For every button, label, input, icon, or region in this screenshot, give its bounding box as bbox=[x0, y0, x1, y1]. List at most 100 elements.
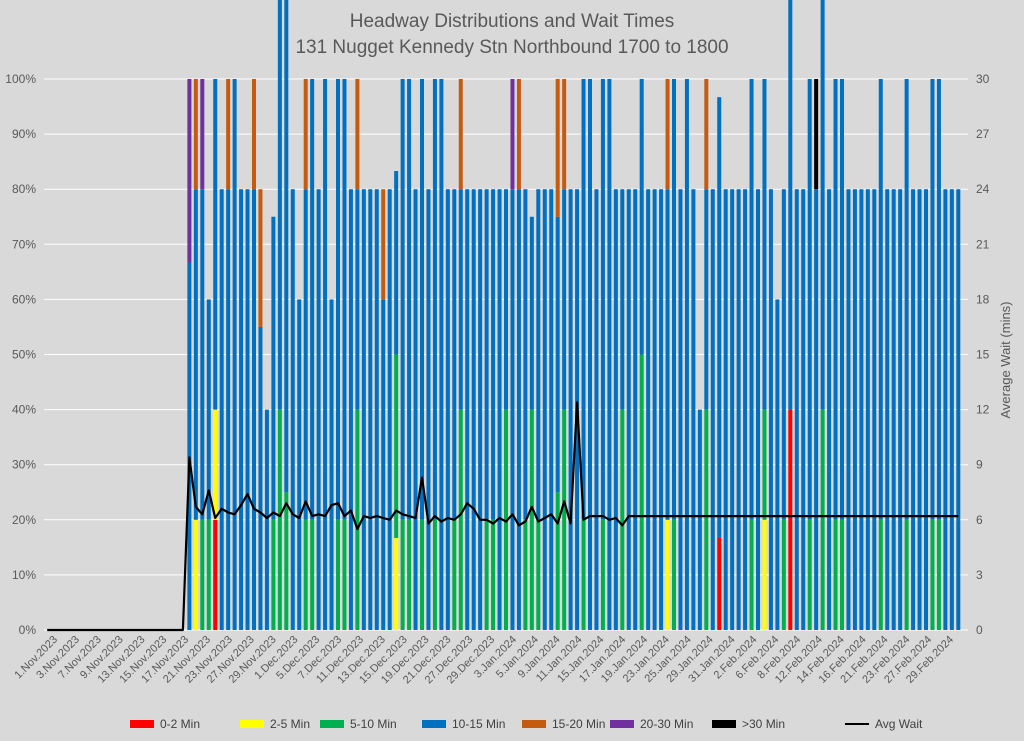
bar-segment-5-10-min bbox=[555, 492, 560, 630]
left-axis-tick-label: 30% bbox=[12, 458, 36, 472]
bar-segment-10-15-min bbox=[704, 189, 709, 410]
bar-segment-5-10-min bbox=[620, 409, 625, 630]
bar-segment-5-10-min bbox=[878, 519, 883, 630]
bar-segment-5-10-min bbox=[600, 519, 605, 630]
bar-segment-10-15-min bbox=[723, 189, 728, 630]
bar-segment-10-15-min bbox=[911, 189, 916, 630]
bar-segment-10-15-min bbox=[400, 79, 405, 520]
bar-segment-10-15-min bbox=[885, 189, 890, 630]
bar-segment-10-15-min bbox=[219, 189, 224, 630]
right-axis-tick-label: 3 bbox=[976, 568, 983, 582]
bar-segment-10-15-min bbox=[355, 189, 360, 410]
bar-segment-10-15-min bbox=[949, 189, 954, 630]
bar-segment-10-15-min bbox=[917, 189, 922, 630]
bar-segment-15-20-min bbox=[303, 79, 308, 190]
bar-segment-10-15-min bbox=[452, 189, 457, 520]
bar-segment-10-15-min bbox=[529, 216, 534, 410]
right-axis-tick-label: 18 bbox=[976, 292, 990, 306]
bar-segment-5-10-min bbox=[491, 519, 496, 630]
bar-segment-10-15-min bbox=[510, 189, 515, 630]
bar-segment-2-5-min bbox=[665, 519, 670, 630]
bar-segment-10-15-min bbox=[290, 189, 295, 630]
bar-segment-20-30-min bbox=[510, 79, 515, 190]
bar-segment-2-5-min bbox=[762, 519, 767, 630]
bar-segment-5-10-min bbox=[355, 409, 360, 630]
bar-segment-5-10-min bbox=[581, 519, 586, 630]
left-axis-tick-label: 40% bbox=[12, 403, 36, 417]
bar-segment-5-10-min bbox=[407, 519, 412, 630]
bar-segment-10-15-min bbox=[859, 189, 864, 630]
bar-segment-10-15-min bbox=[303, 189, 308, 520]
bar-segment-5-10-min bbox=[400, 519, 405, 630]
bar-segment-10-15-min bbox=[865, 189, 870, 630]
bar-segment-10-15-min bbox=[284, 0, 289, 493]
bar-segment-10-15-min bbox=[213, 79, 218, 410]
bar-segment-5-10-min bbox=[936, 519, 941, 630]
bar-segment-15-20-min bbox=[665, 79, 670, 190]
left-axis-tick-label: 20% bbox=[12, 513, 36, 527]
bar-segment-10-15-min bbox=[458, 189, 463, 410]
bar-segment-10-15-min bbox=[730, 189, 735, 630]
left-axis-tick-label: 80% bbox=[12, 182, 36, 196]
bar-segment-10-15-min bbox=[555, 216, 560, 493]
bars bbox=[187, 0, 961, 630]
bar-segment-5-10-min bbox=[503, 409, 509, 630]
legend-swatch bbox=[522, 720, 546, 728]
bar-segment-10-15-min bbox=[898, 189, 903, 630]
bar-segment-10-15-min bbox=[652, 189, 657, 630]
bar-segment-15-20-min bbox=[226, 79, 231, 190]
bar-segment-10-15-min bbox=[419, 79, 425, 520]
bar-segment-5-10-min bbox=[484, 519, 489, 630]
bar-segment-10-15-min bbox=[536, 189, 541, 520]
bar-segment-10-15-min bbox=[872, 189, 877, 630]
bar-segment-5-10-min bbox=[807, 519, 812, 630]
bar-segment-10-15-min bbox=[807, 79, 812, 520]
legend-swatch bbox=[130, 720, 154, 728]
bar-segment-10-15-min bbox=[426, 189, 431, 630]
legend: 0-2 Min 2-5 Min 5-10 Min 10-15 Min 15-20 Min… bbox=[130, 717, 923, 731]
bar-segment-10-15-min bbox=[245, 189, 250, 630]
bar-segment-10-15-min bbox=[387, 189, 392, 630]
bar-segment-10-15-min bbox=[755, 189, 761, 630]
bar-segment-10-15-min bbox=[361, 189, 366, 630]
bar-segment-10-15-min bbox=[368, 189, 373, 630]
bar-segment-10-15-min bbox=[542, 189, 547, 630]
bar-segment-10-15-min bbox=[381, 299, 386, 630]
bar-segment-10-15-min bbox=[465, 189, 470, 630]
bar-segment-10-15-min bbox=[297, 299, 302, 630]
bar-segment-2-5-min bbox=[394, 537, 399, 630]
left-axis-tick-label: 0% bbox=[19, 623, 37, 637]
left-axis-tick-label: 60% bbox=[12, 292, 36, 306]
bar-segment-10-15-min bbox=[839, 79, 845, 520]
bar-segment-5-10-min bbox=[432, 519, 437, 630]
bar-segment-5-10-min bbox=[749, 519, 754, 630]
right-axis-tick-label: 0 bbox=[976, 623, 983, 637]
bar-segment-10-15-min bbox=[271, 216, 276, 520]
bar-segment-10-15-min bbox=[310, 79, 315, 520]
bar-segment-15-20-min bbox=[193, 79, 198, 190]
bar-segment-10-15-min bbox=[827, 189, 832, 630]
legend-label: 5-10 Min bbox=[350, 717, 397, 731]
bar-segment-10-15-min bbox=[626, 189, 631, 630]
bar-segment-10-15-min bbox=[904, 79, 909, 520]
bar-segment-5-10-min bbox=[762, 409, 767, 520]
right-axis-tick-label: 9 bbox=[976, 458, 983, 472]
bar-segment-10-15-min bbox=[788, 0, 793, 410]
bar-segment-10-15-min bbox=[206, 299, 211, 520]
bar-segment-10-15-min bbox=[335, 79, 341, 520]
bar-segment-10-15-min bbox=[852, 189, 857, 630]
bar-segment-10-15-min bbox=[432, 79, 437, 520]
bar-segment-10-15-min bbox=[264, 409, 269, 630]
bar-segment-10-15-min bbox=[775, 299, 780, 630]
bar-segment-10-15-min bbox=[516, 189, 521, 630]
bar-segment-10-15-min bbox=[193, 189, 198, 520]
legend-swatch bbox=[240, 720, 264, 728]
left-axis-tick-label: 90% bbox=[12, 127, 36, 141]
bar-segment-5-10-min bbox=[671, 519, 677, 630]
bar-segment-15-20-min bbox=[258, 189, 263, 327]
bar-segment-10-15-min bbox=[497, 189, 502, 630]
bar-segment-10-15-min bbox=[820, 0, 825, 410]
bar-segment-10-15-min bbox=[200, 189, 205, 520]
right-axis-tick-label: 27 bbox=[976, 127, 990, 141]
bar-segment-10-15-min bbox=[562, 189, 567, 410]
